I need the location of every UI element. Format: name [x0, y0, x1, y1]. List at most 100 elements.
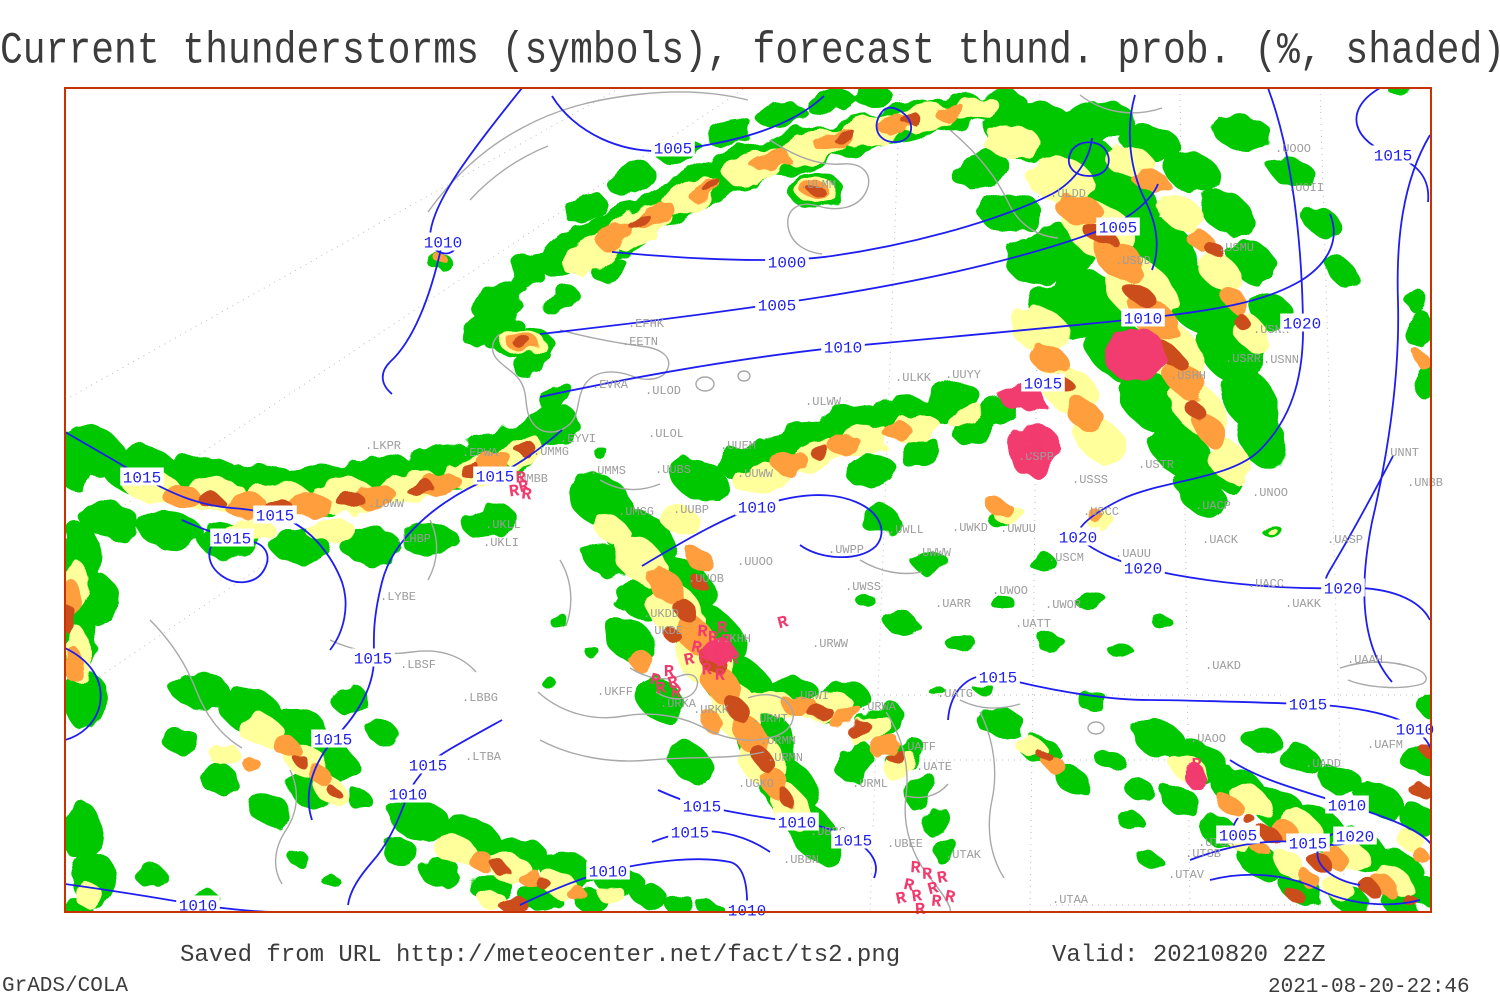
station-label: .UTSB: [1185, 847, 1221, 861]
station-label: .UNBB: [1407, 476, 1443, 490]
map-frame: [64, 87, 1432, 913]
shading-blob-g: [346, 789, 374, 811]
shading-blob-o: [1066, 399, 1104, 431]
station-label: .URKA: [660, 697, 697, 711]
coastline: [539, 739, 765, 762]
station-label: .UWPP: [828, 543, 864, 557]
shading-blob-g: [933, 836, 957, 864]
isobar-label-bg: [668, 822, 712, 841]
shading-blob-r: [1229, 310, 1251, 330]
shading-blob-g: [1402, 750, 1431, 774]
station-label: .UKLL: [485, 518, 521, 532]
station-label: .UKLI: [483, 536, 519, 550]
shading-blob-m: [1185, 765, 1207, 789]
coastline: [537, 691, 794, 741]
shading-blob-g: [1324, 256, 1360, 288]
coastline: [329, 639, 477, 673]
shading-blob-r: [810, 445, 830, 459]
isobar-label: 1015: [213, 531, 251, 549]
isobar-label: 1020: [1124, 561, 1162, 579]
shading-blob-g: [634, 676, 686, 724]
shading-blob-g: [330, 686, 370, 714]
shading-blob-r: [628, 214, 652, 230]
isobar-label-bg: [1371, 145, 1415, 164]
thunderstorm-symbol: R: [716, 619, 729, 639]
shading-blob-g: [418, 856, 462, 888]
shading-blob-o: [1163, 359, 1207, 401]
isobar-label: 1010: [824, 340, 862, 358]
isobar-label-bg: [1286, 694, 1330, 713]
isobar-label-bg: [210, 528, 254, 547]
station-label: .UACC: [1248, 577, 1284, 591]
shading-blob-r: [1204, 241, 1226, 259]
shading-blob-g: [757, 103, 807, 129]
thunderstorm-symbol: R: [520, 485, 533, 505]
isobar-label-bg: [311, 729, 355, 748]
station-label: .LOWW: [368, 497, 405, 511]
station-label: .UAAH: [1347, 653, 1383, 667]
isobar-label: 1005: [1219, 828, 1257, 846]
isobar-label: 1010: [424, 235, 462, 253]
shading-blob-g: [852, 88, 892, 105]
isobar-label: 1010: [1124, 311, 1162, 329]
thunderstorm-symbol: R: [664, 663, 675, 682]
shading-blob-r: [690, 576, 710, 594]
shading-blob-g: [606, 162, 654, 194]
shading-blob-o: [750, 148, 790, 172]
isobar-label: 1015: [979, 670, 1017, 688]
thunderstorm-symbol: R: [715, 653, 728, 673]
station-label: .UWUU: [1000, 522, 1036, 536]
shading-blob-r: [1410, 782, 1430, 798]
station-label: .UACK: [1202, 533, 1239, 547]
shading-blob-g: [1162, 150, 1222, 194]
isobar-contour: [611, 137, 1093, 261]
station-label: .USPP: [1018, 450, 1054, 464]
station-label: .USTR: [1138, 458, 1174, 472]
station-label: .URMT: [752, 712, 788, 726]
coastline: [559, 559, 572, 627]
isobar-label: 1010: [1396, 722, 1434, 740]
shading-blob-g: [1124, 778, 1156, 802]
shading-blob-g: [1065, 100, 1135, 140]
isobar-label-bg: [1056, 527, 1100, 546]
station-label: .UADD: [1305, 757, 1341, 771]
isobar-label-bg: [1121, 308, 1165, 327]
shading-blob-y: [945, 402, 985, 428]
shading-blob-g: [1212, 113, 1272, 151]
isobar-label-bg: [351, 648, 395, 667]
shading-blob-r: [849, 721, 871, 739]
coastline: [959, 699, 1021, 709]
shading-blob-r: [1037, 750, 1053, 762]
isobar-label-bg: [1321, 578, 1365, 597]
isobar-label-bg: [765, 252, 809, 271]
isobar-label-bg: [1286, 833, 1330, 852]
shading-blob-o: [1416, 352, 1428, 368]
shading-blob-r: [65, 606, 77, 634]
station-label: .URKK: [693, 703, 730, 717]
shading-blob-g: [975, 684, 995, 696]
station-label: .UAKK: [1285, 597, 1322, 611]
isobar-label-bg: [1121, 558, 1165, 577]
station-label: .USNN: [1263, 353, 1299, 367]
shading-blob-o: [466, 850, 494, 870]
station-label: .EFHK: [628, 317, 665, 331]
station-label: .USRR: [1225, 352, 1261, 366]
thunderstorm-symbol: R: [720, 631, 734, 652]
isobar-label-bg: [1021, 373, 1065, 392]
shading-blob-y: [658, 504, 702, 536]
shading-blob-o: [645, 566, 685, 604]
shading-blob-g: [698, 900, 722, 912]
coastline: [905, 783, 949, 799]
shading-blob-r: [499, 899, 531, 912]
isobar-label: 1015: [256, 508, 294, 526]
shading-blob-y: [1198, 252, 1242, 292]
shading-blob-g: [402, 523, 458, 557]
isobar-label-bg: [421, 232, 465, 251]
timestamp-text: 2021-08-20-22:46: [1268, 976, 1470, 999]
shading-blob-r: [1258, 825, 1282, 845]
shading-blob-y: [1268, 528, 1278, 536]
isobar-label-bg: [1325, 795, 1369, 814]
shading-blob-g: [922, 805, 948, 835]
station-labels: .EFHK .EETN .EVRA .ULOD .ULMM .ULWW .ULOL .UUEM…: [365, 142, 1443, 907]
